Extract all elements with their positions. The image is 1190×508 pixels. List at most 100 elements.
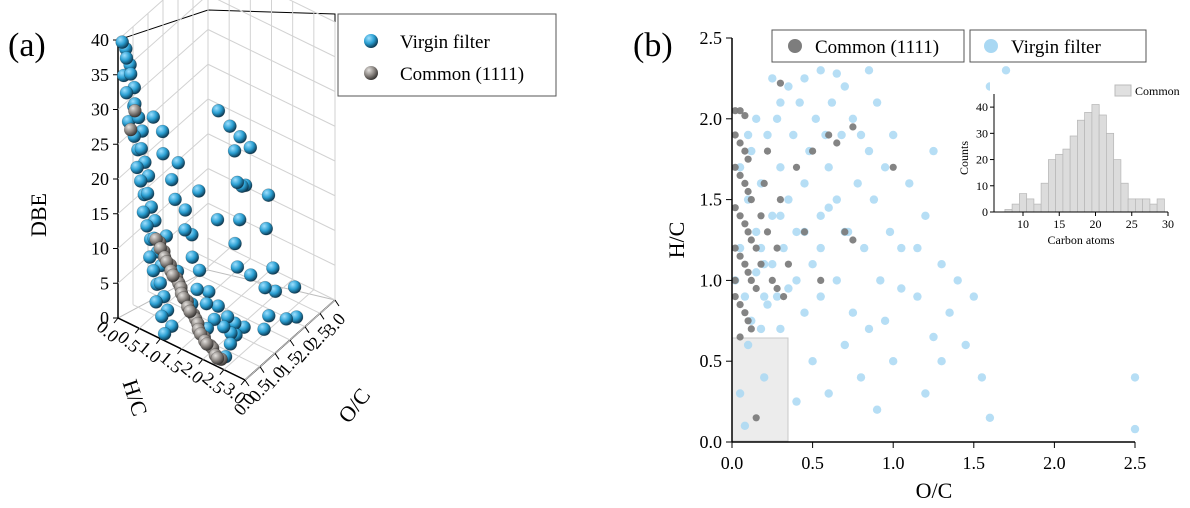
point-virgin-filter — [752, 268, 761, 277]
point-common — [776, 79, 785, 87]
point-virgin-filter — [876, 276, 885, 285]
point-virgin-filter — [210, 212, 225, 227]
point-virgin-filter — [760, 292, 769, 301]
point-common — [210, 351, 225, 366]
point-virgin-filter — [937, 357, 946, 366]
inset-x-tick-label: 25 — [1126, 217, 1138, 231]
histogram-bar — [1127, 198, 1136, 213]
point-virgin-filter — [740, 292, 750, 301]
y-tick-mark — [334, 299, 340, 307]
point-virgin-filter — [800, 74, 809, 83]
x-tick-mark — [113, 317, 119, 324]
x-tick-label-b: 1.0 — [882, 453, 905, 473]
gridline-back-dbe — [117, 168, 209, 249]
point-common — [736, 139, 744, 147]
point-virgin-filter — [228, 236, 242, 251]
point-virgin-filter — [792, 227, 801, 237]
point-virgin-filter — [921, 389, 930, 398]
point-common — [741, 220, 749, 228]
point-virgin-filter — [133, 174, 148, 188]
point-virgin-filter — [155, 309, 169, 324]
point-common — [200, 337, 214, 351]
ticks-2d: 0.0 0.5 1.0 1.5 2.0 2.5 0.0 0.5 1.0 1.5 2.0 2.5 — [700, 28, 1147, 473]
point-virgin-filter — [230, 175, 245, 190]
point-virgin-filter — [763, 130, 772, 140]
inset-ticks: 10 15 20 25 30 0 10 20 30 40 — [976, 100, 1174, 231]
point-virgin-filter — [136, 205, 151, 219]
inset-x-title: Carbon atoms — [1048, 233, 1115, 247]
legend-marker-common — [364, 66, 378, 80]
point-virgin-filter — [872, 405, 882, 414]
point-virgin-filter — [856, 373, 866, 382]
point-virgin-filter — [779, 243, 788, 253]
z-tick-label: 40 — [91, 30, 109, 50]
legend-frame-virgin — [969, 29, 1147, 63]
legend-b: Common (1111) Virgin filter — [771, 29, 1147, 63]
point-virgin-filter — [155, 124, 170, 139]
point-common — [741, 112, 749, 120]
point-virgin-filter — [1130, 373, 1140, 382]
point-virgin-filter — [937, 260, 946, 269]
gridline-side-dbe — [207, 202, 336, 266]
legend-frame-common — [771, 29, 965, 63]
inset-y-tick-label: 30 — [976, 126, 988, 140]
legend-a: Virgin filter Common (1111) — [337, 13, 557, 97]
point-virgin-filter — [776, 211, 785, 220]
point-virgin-filter — [840, 82, 849, 91]
histogram-bar — [1026, 198, 1035, 213]
point-virgin-filter — [232, 212, 247, 227]
point-virgin-filter — [230, 260, 245, 274]
point-common — [744, 317, 752, 325]
point-virgin-filter — [153, 276, 168, 290]
point-virgin-filter — [860, 243, 869, 253]
point-common — [841, 228, 849, 236]
point-common — [128, 104, 142, 118]
point-virgin-filter — [119, 86, 134, 100]
gridline-side-dbe — [207, 133, 336, 197]
point-common — [731, 131, 739, 139]
x-tick-mark — [198, 359, 204, 365]
point-virgin-filter — [735, 389, 745, 398]
gridline-side-dbe — [217, 0, 336, 58]
gridline-side-dbe — [207, 63, 336, 127]
point-virgin-filter — [961, 340, 970, 350]
x-tick-mark — [134, 328, 140, 334]
z-tick-label: 5 — [100, 273, 109, 293]
point-common — [849, 123, 857, 131]
point-common — [773, 244, 781, 252]
point-common — [736, 107, 744, 115]
point-virgin-filter — [760, 373, 769, 382]
y-tick-mark — [304, 326, 310, 333]
legend-label-common: Common (1111) — [400, 64, 524, 85]
point-virgin-filter — [207, 312, 222, 327]
histogram-bar — [1084, 112, 1093, 213]
point-virgin-filter — [192, 263, 207, 278]
z-tick-label: 30 — [91, 100, 109, 120]
point-common — [736, 212, 744, 220]
point-virgin-filter — [792, 276, 801, 285]
histogram-bar — [1033, 203, 1042, 213]
gridline-back-dbe — [117, 133, 209, 215]
points-3d — [115, 35, 304, 367]
point-virgin-filter — [977, 373, 987, 382]
point-common — [736, 171, 744, 179]
point-virgin-filter — [233, 130, 247, 144]
y-tick-label-b: 1.5 — [700, 190, 723, 210]
histogram-bar — [1069, 135, 1078, 213]
x-tick-label-b: 1.5 — [963, 453, 986, 473]
x-tick-mark — [155, 338, 161, 344]
z-tick-label: 0 — [100, 308, 109, 328]
inset-y-tick-label: 0 — [982, 205, 988, 219]
panel-b: (b) 0.0 0.5 1.0 1.5 2.0 2.5 0.0 0.5 1.0 1.5 2.0 2.5… — [633, 27, 1180, 503]
point-virgin-filter — [832, 276, 841, 285]
point-virgin-filter — [287, 280, 302, 294]
point-common — [166, 268, 180, 283]
point-virgin-filter — [258, 280, 272, 295]
inset-y-title: Counts — [957, 141, 971, 175]
histogram-bar — [1019, 193, 1028, 213]
point-virgin-filter — [243, 268, 258, 282]
point-virgin-filter — [792, 397, 801, 406]
point-virgin-filter — [816, 243, 825, 253]
point-common — [731, 276, 739, 284]
panel-a: (a) 05101520253035400.00.51.01.52.02.53.… — [8, 0, 557, 428]
